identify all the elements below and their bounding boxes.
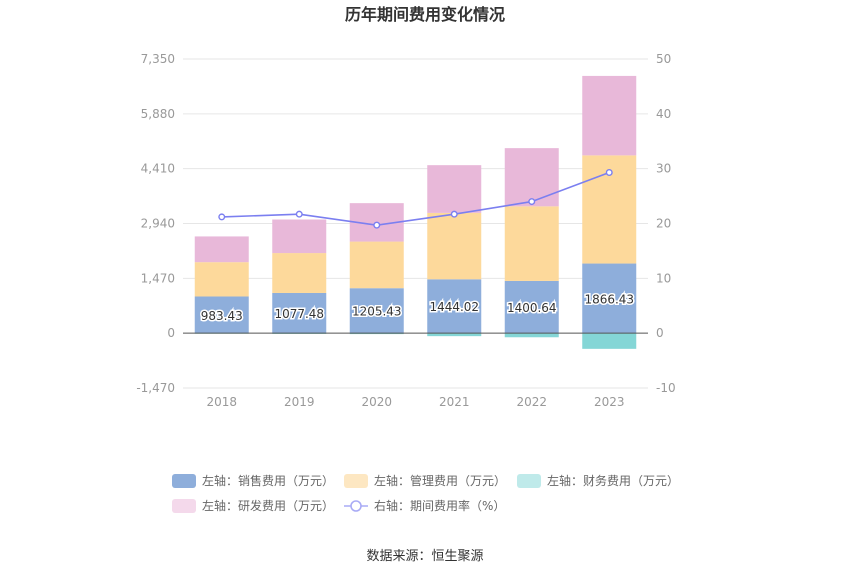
bar-segment: [427, 212, 482, 280]
rate-point: [605, 169, 613, 177]
legend-item[interactable]: 左轴：财务费用（万元）: [517, 473, 679, 488]
left-tick-label: 7,350: [141, 52, 175, 66]
legend-label: 左轴：销售费用（万元）: [202, 473, 334, 488]
rate-line-path: [221, 171, 610, 226]
legend-swatch: [344, 474, 368, 488]
right-tick-label: 10: [656, 271, 671, 285]
bar-segment: [582, 75, 637, 156]
left-tick-label: -1,470: [136, 381, 175, 395]
bar-value-label: 1205.43: [352, 305, 402, 319]
bar-value-label: 1400.64: [507, 301, 557, 315]
chart-title: 历年期间费用变化情况: [345, 5, 505, 24]
bar-value-label: 1444.02: [429, 300, 479, 314]
x-tick-label: 2023: [594, 395, 625, 409]
bar-segment: [194, 236, 249, 263]
bar-labels: 983.43 1077.48 1205.43 1444.02 1400.64 1866.4…: [199, 291, 635, 324]
left-tick-label: 1,470: [141, 271, 175, 285]
grid: [183, 58, 648, 389]
right-tick-label: 20: [656, 217, 671, 231]
legend-item[interactable]: 左轴：管理费用（万元）: [344, 473, 506, 488]
bar-segment: [194, 296, 249, 334]
legend-point-swatch: [350, 500, 362, 512]
bar-segment: [427, 165, 482, 213]
legend-item[interactable]: 右轴：期间费用率（%）: [344, 498, 505, 513]
bar-segment: [504, 148, 559, 207]
bar-segment: [504, 206, 559, 281]
legend-label: 左轴：管理费用（万元）: [374, 473, 506, 488]
rate-point: [373, 221, 381, 229]
x-tick-label: 2019: [284, 395, 315, 409]
right-tick-label: 30: [656, 162, 671, 176]
legend-item[interactable]: 左轴：销售费用（万元）: [172, 473, 334, 488]
bar-segment: [272, 219, 327, 254]
x-tick-label: 2020: [361, 395, 392, 409]
legend-item[interactable]: 左轴：研发费用（万元）: [172, 498, 334, 513]
rate-line: [218, 169, 613, 229]
legend-swatch: [172, 499, 196, 513]
left-tick-label: 4,410: [141, 162, 175, 176]
bar-value-label: 1077.48: [274, 307, 324, 321]
bar-segment: [582, 333, 637, 349]
bar-segment: [504, 333, 559, 338]
legend-label: 左轴：财务费用（万元）: [547, 473, 679, 488]
bars: [194, 75, 637, 349]
legend-label: 右轴：期间费用率（%）: [374, 498, 505, 513]
left-tick-label: 0: [167, 326, 175, 340]
legend-swatch: [517, 474, 541, 488]
bar-segment: [427, 333, 482, 337]
left-tick-label: 5,880: [141, 107, 175, 121]
legend-swatch: [172, 474, 196, 488]
bar-segment: [194, 262, 249, 297]
bar-segment: [272, 292, 327, 334]
legend-label: 左轴：研发费用（万元）: [202, 498, 334, 513]
x-tick-label: 2022: [516, 395, 547, 409]
bar-value-label: 983.43: [201, 309, 243, 323]
bar-segment: [349, 288, 404, 334]
bar-segment: [272, 253, 327, 293]
rate-point: [450, 210, 458, 218]
legend[interactable]: 左轴：销售费用（万元） 左轴：管理费用（万元） 左轴：财务费用（万元） 左轴：研发费用…: [172, 473, 679, 513]
data-source: 数据来源：恒生聚源: [366, 549, 483, 564]
bar-segment: [582, 263, 637, 334]
x-tick-label: 2021: [439, 395, 470, 409]
rate-point: [218, 213, 226, 221]
x-tick-label: 2018: [206, 395, 237, 409]
bar-segment: [427, 279, 482, 334]
bar-segment: [504, 280, 559, 334]
right-tick-label: 40: [656, 107, 671, 121]
axes: 7,350 50 5,880 40 4,410 30 2,940 20 1,470 10 0 0 -1,…: [136, 52, 675, 409]
left-tick-label: 2,940: [141, 217, 175, 231]
bar-value-label: 1866.43: [584, 292, 634, 306]
right-tick-label: -10: [656, 381, 676, 395]
bar-segment: [349, 241, 404, 289]
rate-point: [528, 198, 536, 206]
right-tick-label: 0: [656, 326, 664, 340]
rate-point: [295, 210, 303, 218]
right-tick-label: 50: [656, 52, 671, 66]
